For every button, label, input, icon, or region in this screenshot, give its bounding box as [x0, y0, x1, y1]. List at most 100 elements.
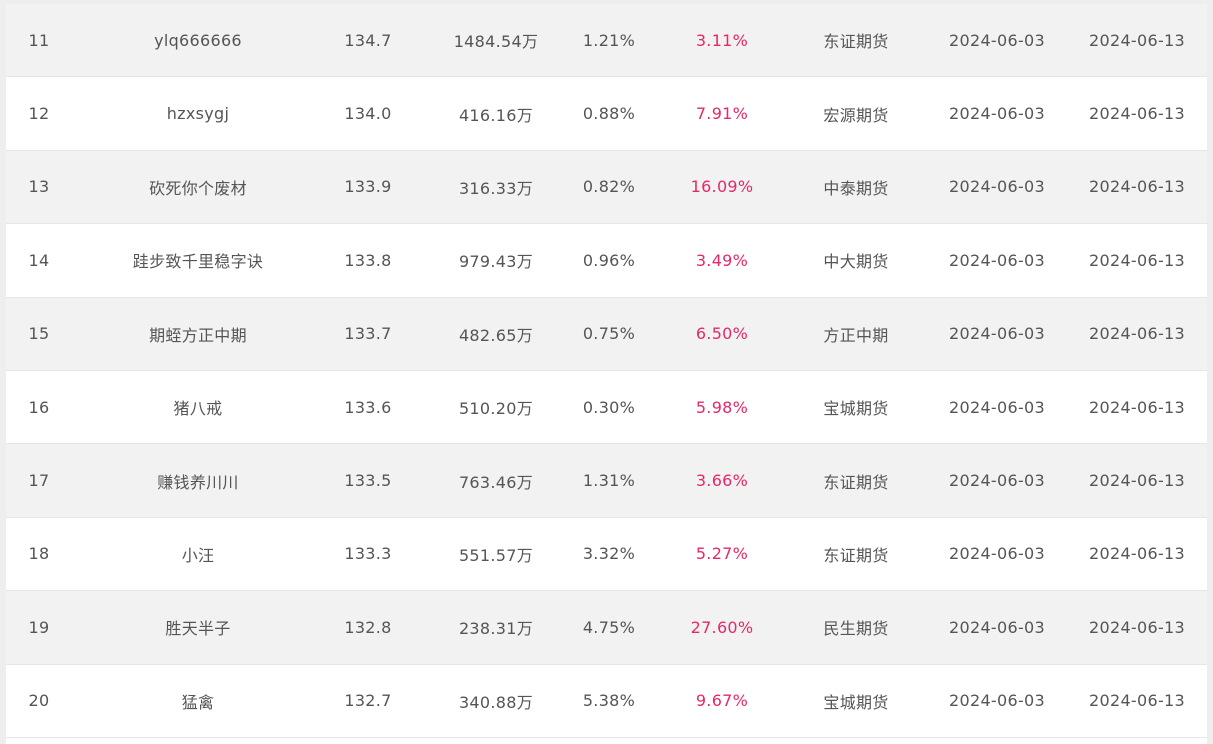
start-date-cell: 2024-06-03 [949, 471, 1045, 491]
drawdown-cell: 0.96% [582, 250, 636, 270]
return-cell: 3.49% [695, 250, 749, 270]
end-date-cell: 2024-06-13 [1089, 104, 1185, 124]
start-date-cell: 2024-06-03 [949, 691, 1045, 711]
return-cell: 3.11% [695, 30, 749, 50]
start-date-cell: 2024-06-03 [949, 250, 1045, 270]
rank-cell: 12 [28, 104, 50, 124]
rank-cell: 20 [28, 691, 50, 711]
account-name-cell: hzxsygj [166, 104, 230, 124]
drawdown-cell: 0.88% [582, 104, 636, 124]
score-cell: 132.8 [344, 617, 392, 637]
return-cell: 5.98% [695, 397, 749, 417]
end-date-cell: 2024-06-13 [1089, 617, 1185, 637]
score-cell: 133.8 [344, 250, 392, 270]
drawdown-cell: 1.21% [582, 30, 636, 50]
return-cell: 5.27% [695, 544, 749, 564]
table-row: 16 猪八戒 133.6 510.20万 0.30% 5.98% 宝城期货 20… [6, 370, 1207, 445]
equity-cell: 979.43万 [458, 252, 534, 272]
score-cell: 133.7 [344, 324, 392, 344]
end-date-cell: 2024-06-13 [1089, 471, 1185, 491]
rank-cell: 13 [28, 177, 50, 197]
end-date-cell: 2024-06-13 [1089, 324, 1185, 344]
table-row: 11 ylq666666 134.7 1484.54万 1.21% 3.11% … [6, 4, 1207, 78]
rank-cell: 19 [28, 617, 50, 637]
score-cell: 132.7 [344, 691, 392, 711]
table-row: 20 猛禽 132.7 340.88万 5.38% 9.67% 宝城期货 202… [6, 664, 1207, 738]
broker-cell: 方正中期 [823, 325, 889, 345]
broker-cell: 中泰期货 [823, 178, 889, 198]
start-date-cell: 2024-06-03 [949, 30, 1045, 50]
table-row: 15 期蛭方正中期 133.7 482.65万 0.75% 6.50% 方正中期… [6, 297, 1207, 371]
return-cell: 6.50% [695, 324, 749, 344]
score-cell: 133.5 [344, 471, 392, 491]
account-name-cell: 期蛭方正中期 [149, 325, 247, 345]
score-cell: 134.0 [344, 104, 392, 124]
equity-cell: 238.31万 [458, 619, 534, 639]
rank-cell: 11 [28, 30, 50, 50]
end-date-cell: 2024-06-13 [1089, 544, 1185, 564]
start-date-cell: 2024-06-03 [949, 104, 1045, 124]
end-date-cell: 2024-06-13 [1089, 691, 1185, 711]
broker-cell: 宝城期货 [823, 399, 889, 419]
equity-cell: 316.33万 [458, 178, 534, 198]
return-cell: 9.67% [695, 691, 749, 711]
drawdown-cell: 5.38% [582, 691, 636, 711]
return-cell: 7.91% [695, 104, 749, 124]
equity-cell: 763.46万 [458, 472, 534, 492]
drawdown-cell: 0.30% [582, 397, 636, 417]
start-date-cell: 2024-06-03 [949, 617, 1045, 637]
score-cell: 133.9 [344, 177, 392, 197]
equity-cell: 551.57万 [458, 545, 534, 565]
broker-cell: 中大期货 [823, 252, 889, 272]
account-name-cell: 跬步致千里稳字诀 [132, 252, 264, 272]
drawdown-cell: 0.82% [582, 177, 636, 197]
account-name-cell: 猛禽 [181, 692, 215, 712]
account-name-cell: 赚钱养川川 [157, 472, 239, 492]
score-cell: 133.6 [344, 397, 392, 417]
table-row: 14 跬步致千里稳字诀 133.8 979.43万 0.96% 3.49% 中大… [6, 224, 1207, 298]
broker-cell: 民生期货 [823, 619, 889, 639]
account-name-cell: 小汪 [181, 545, 215, 565]
rank-cell: 17 [28, 471, 50, 491]
table-row: 18 小汪 133.3 551.57万 3.32% 5.27% 东证期货 202… [6, 517, 1207, 592]
rank-cell: 18 [28, 544, 50, 564]
broker-cell: 宝城期货 [823, 692, 889, 712]
broker-cell: 宏源期货 [823, 105, 889, 125]
return-cell: 3.66% [695, 471, 749, 491]
score-cell: 134.7 [344, 30, 392, 50]
table-row: 19 胜天半子 132.8 238.31万 4.75% 27.60% 民生期货 … [6, 591, 1207, 665]
end-date-cell: 2024-06-13 [1089, 397, 1185, 417]
broker-cell: 东证期货 [823, 545, 889, 565]
table-row: 12 hzxsygj 134.0 416.16万 0.88% 7.91% 宏源期… [6, 77, 1207, 151]
equity-cell: 482.65万 [458, 325, 534, 345]
equity-cell: 340.88万 [458, 692, 534, 712]
equity-cell: 416.16万 [458, 105, 534, 125]
start-date-cell: 2024-06-03 [949, 544, 1045, 564]
broker-cell: 东证期货 [823, 32, 889, 52]
end-date-cell: 2024-06-13 [1089, 177, 1185, 197]
account-name-cell: 砍死你个废材 [149, 178, 247, 198]
drawdown-cell: 4.75% [582, 617, 636, 637]
start-date-cell: 2024-06-03 [949, 177, 1045, 197]
account-name-cell: ylq666666 [154, 30, 242, 50]
rank-cell: 16 [28, 397, 50, 417]
return-cell: 27.60% [690, 617, 754, 637]
end-date-cell: 2024-06-13 [1089, 30, 1185, 50]
rank-cell: 14 [28, 250, 50, 270]
return-cell: 16.09% [690, 177, 754, 197]
broker-cell: 东证期货 [823, 472, 889, 492]
drawdown-cell: 1.31% [582, 471, 636, 491]
account-name-cell: 胜天半子 [165, 619, 231, 639]
start-date-cell: 2024-06-03 [949, 324, 1045, 344]
start-date-cell: 2024-06-03 [949, 397, 1045, 417]
score-cell: 133.3 [344, 544, 392, 564]
equity-cell: 1484.54万 [453, 32, 539, 52]
table-row: 13 砍死你个废材 133.9 316.33万 0.82% 16.09% 中泰期… [6, 150, 1207, 225]
ranking-table: 11 ylq666666 134.7 1484.54万 1.21% 3.11% … [6, 4, 1207, 744]
drawdown-cell: 3.32% [582, 544, 636, 564]
rank-cell: 15 [28, 324, 50, 344]
end-date-cell: 2024-06-13 [1089, 250, 1185, 270]
drawdown-cell: 0.75% [582, 324, 636, 344]
account-name-cell: 猪八戒 [173, 399, 223, 419]
